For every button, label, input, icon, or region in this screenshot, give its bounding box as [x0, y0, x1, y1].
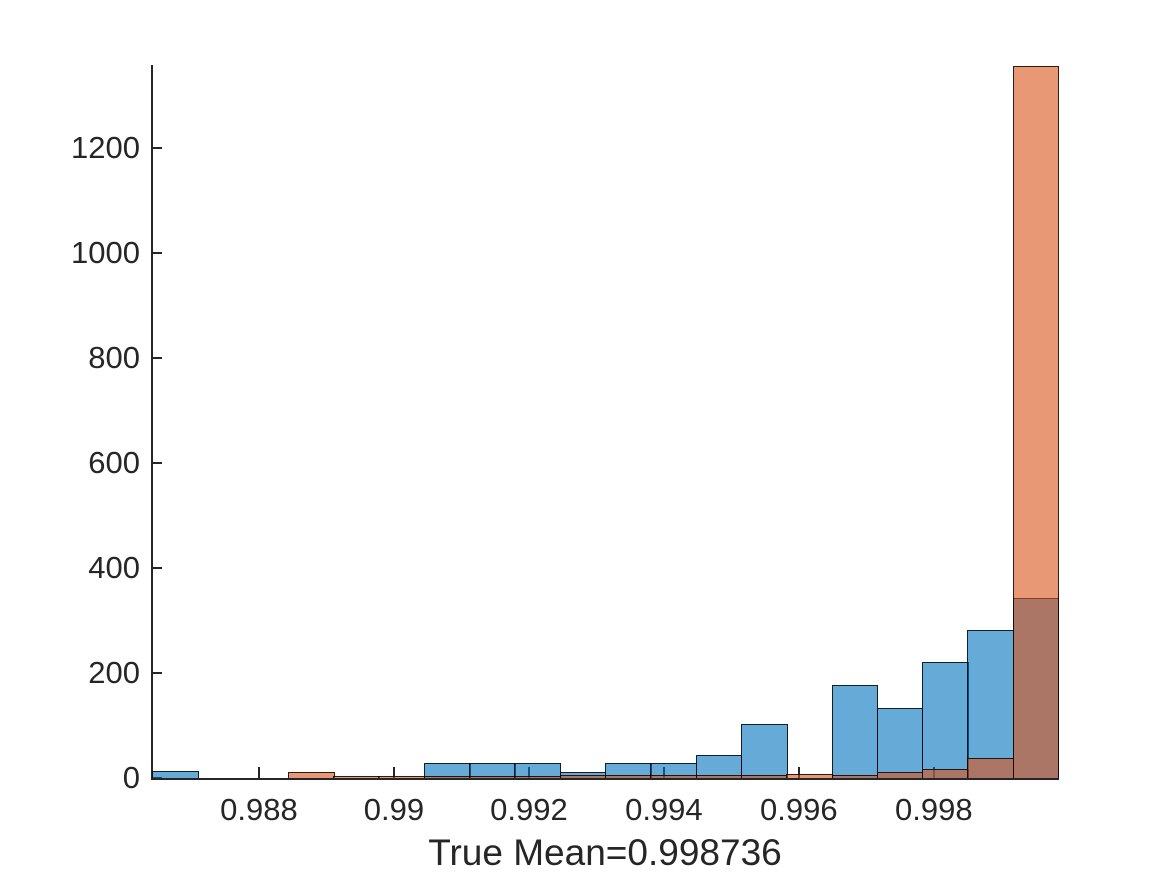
orange-histogram-bar: [559, 775, 607, 778]
y-tick-label: 600: [88, 444, 140, 480]
orange-histogram-bar: [605, 775, 652, 778]
orange-histogram-bar: [876, 772, 924, 778]
blue-histogram-bar: [831, 684, 879, 778]
y-tick-label: 800: [88, 339, 140, 375]
orange-histogram-bar: [922, 769, 969, 778]
blue-histogram-bar: [740, 723, 788, 778]
y-tick-label: 200: [88, 654, 140, 690]
y-tick-label: 1000: [71, 234, 140, 270]
orange-histogram-bar: [1012, 66, 1060, 778]
x-tick-label: 0.988: [220, 792, 298, 827]
orange-histogram-bar: [650, 775, 697, 778]
y-tick-label: 0: [122, 760, 140, 795]
blue-histogram-bar: [514, 762, 562, 778]
y-axis-line: [151, 65, 153, 780]
orange-histogram-bar: [423, 775, 471, 778]
y-axis-tick: [151, 672, 162, 674]
x-axis-tick: [798, 767, 800, 778]
blue-histogram-bar: [152, 771, 199, 778]
orange-histogram-bar: [469, 775, 516, 778]
y-tick-label: 400: [88, 549, 140, 585]
orange-histogram-bar: [333, 775, 380, 778]
orange-histogram-bar: [378, 776, 426, 779]
blue-histogram-bar: [967, 629, 1015, 778]
blue-histogram-bar: [876, 708, 924, 778]
orange-histogram-bar: [786, 773, 833, 778]
y-axis-tick: [151, 567, 162, 569]
orange-histogram-bar: [967, 758, 1015, 778]
blue-histogram-bar: [922, 661, 969, 778]
y-axis-tick: [151, 147, 162, 149]
orange-histogram-bar: [287, 772, 335, 778]
x-tick-label: 0.998: [895, 792, 973, 827]
y-axis-tick: [151, 777, 162, 779]
y-axis-tick: [151, 462, 162, 464]
x-axis-label: True Mean=0.998736: [428, 832, 782, 873]
x-tick-label: 0.996: [760, 792, 838, 827]
orange-histogram-bar: [740, 775, 788, 778]
orange-histogram-bar: [831, 774, 879, 778]
orange-histogram-bar: [695, 775, 743, 778]
x-axis-line: [151, 778, 1059, 780]
x-axis-tick: [393, 767, 395, 778]
orange-histogram-bar: [514, 775, 562, 778]
x-tick-label: 0.994: [625, 792, 703, 827]
x-tick-label: 0.99: [363, 792, 425, 827]
y-axis-tick: [151, 357, 162, 359]
x-axis-tick: [258, 767, 260, 778]
y-axis-tick: [151, 252, 162, 254]
y-tick-label: 1200: [71, 129, 140, 165]
x-tick-label: 0.992: [490, 792, 568, 827]
